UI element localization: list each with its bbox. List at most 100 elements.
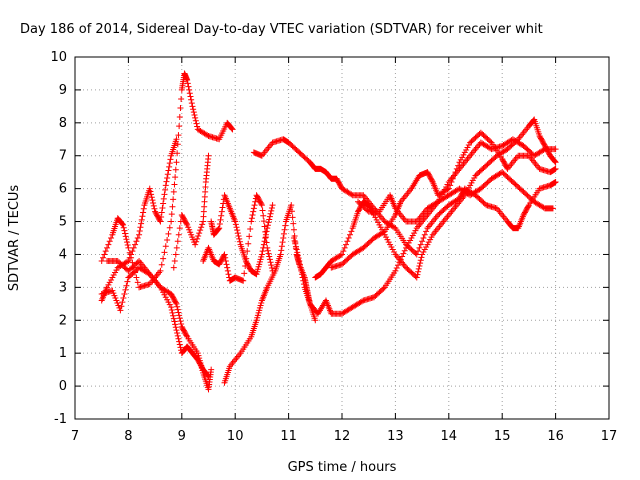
data-point — [176, 312, 183, 319]
data-point — [221, 251, 228, 258]
data-point — [183, 220, 190, 227]
data-point — [343, 241, 350, 248]
data-point — [229, 126, 236, 133]
data-point — [393, 265, 400, 272]
data-point — [124, 239, 131, 246]
data-point — [234, 227, 241, 234]
series-track-d — [104, 258, 212, 380]
data-point — [150, 200, 157, 207]
data-point — [172, 251, 179, 258]
data-point — [150, 202, 157, 209]
data-point — [258, 200, 265, 207]
data-point — [176, 315, 183, 322]
data-point — [294, 249, 301, 256]
data-point — [163, 178, 170, 185]
data-point — [176, 341, 183, 348]
series-track-b — [98, 136, 180, 304]
y-tick-label: 4 — [59, 247, 67, 262]
data-point — [123, 282, 130, 289]
data-point — [160, 255, 167, 262]
data-point — [417, 257, 424, 264]
data-point — [134, 279, 141, 286]
data-point — [223, 261, 230, 268]
data-point — [400, 250, 407, 257]
data-point — [262, 234, 269, 241]
data-point — [263, 239, 270, 246]
y-tick-label: 6 — [59, 182, 67, 197]
x-tick-label: 11 — [280, 429, 297, 444]
data-point — [280, 230, 287, 237]
data-point — [136, 228, 143, 235]
y-tick-label: 8 — [59, 116, 67, 131]
data-point — [242, 262, 249, 269]
data-point — [172, 166, 179, 173]
data-point — [124, 258, 131, 265]
data-point — [172, 321, 179, 328]
data-point — [279, 239, 286, 246]
data-point — [222, 258, 229, 265]
y-tick-label: 7 — [59, 149, 67, 164]
data-point — [291, 237, 298, 244]
data-point — [415, 265, 422, 272]
data-point — [417, 241, 424, 248]
data-point — [120, 224, 127, 231]
data-point — [205, 152, 212, 159]
data-point — [159, 204, 166, 211]
data-point — [219, 204, 226, 211]
data-point — [122, 233, 129, 240]
data-point — [190, 109, 197, 116]
data-point — [171, 181, 178, 188]
y-axis-label: SDTVAR / TECUs — [7, 185, 22, 292]
data-point — [241, 270, 248, 277]
data-point — [260, 212, 267, 219]
data-point — [149, 197, 156, 204]
x-tick-label: 13 — [387, 429, 404, 444]
data-point — [168, 218, 175, 225]
data-point — [193, 120, 200, 127]
data-point — [168, 306, 175, 313]
data-point — [170, 196, 177, 203]
x-tick-label: 9 — [178, 429, 186, 444]
data-point — [199, 221, 206, 228]
data-point — [158, 209, 165, 216]
data-point — [169, 309, 176, 316]
data-point — [136, 231, 143, 238]
data-point — [224, 267, 231, 274]
data-point — [297, 264, 304, 271]
data-point — [186, 86, 193, 93]
data-point — [245, 240, 252, 247]
data-point — [148, 194, 155, 201]
data-point — [117, 307, 124, 314]
data-point — [176, 114, 183, 121]
data-point — [158, 261, 165, 268]
data-point — [192, 241, 199, 248]
y-tick-label: 10 — [50, 50, 67, 65]
data-point — [171, 258, 178, 265]
data-point — [124, 241, 131, 248]
data-point — [195, 232, 202, 239]
data-point — [395, 262, 402, 269]
data-point — [296, 261, 303, 268]
series-track-c — [98, 264, 215, 393]
data-point — [312, 317, 319, 324]
data-point — [121, 290, 128, 297]
data-point — [294, 252, 301, 259]
data-point — [172, 299, 179, 306]
data-point — [147, 188, 154, 195]
data-point — [168, 304, 175, 311]
data-point — [348, 191, 355, 198]
data-point — [552, 179, 559, 186]
data-point — [540, 146, 547, 153]
data-point — [167, 156, 174, 163]
data-point — [277, 251, 284, 258]
data-point — [160, 200, 167, 207]
data-point — [194, 123, 201, 130]
data-point — [174, 332, 181, 339]
data-point — [247, 225, 254, 232]
data-point — [174, 306, 181, 313]
data-point — [106, 238, 113, 245]
data-point — [262, 235, 269, 241]
data-point — [232, 218, 239, 225]
data-point — [423, 228, 430, 235]
